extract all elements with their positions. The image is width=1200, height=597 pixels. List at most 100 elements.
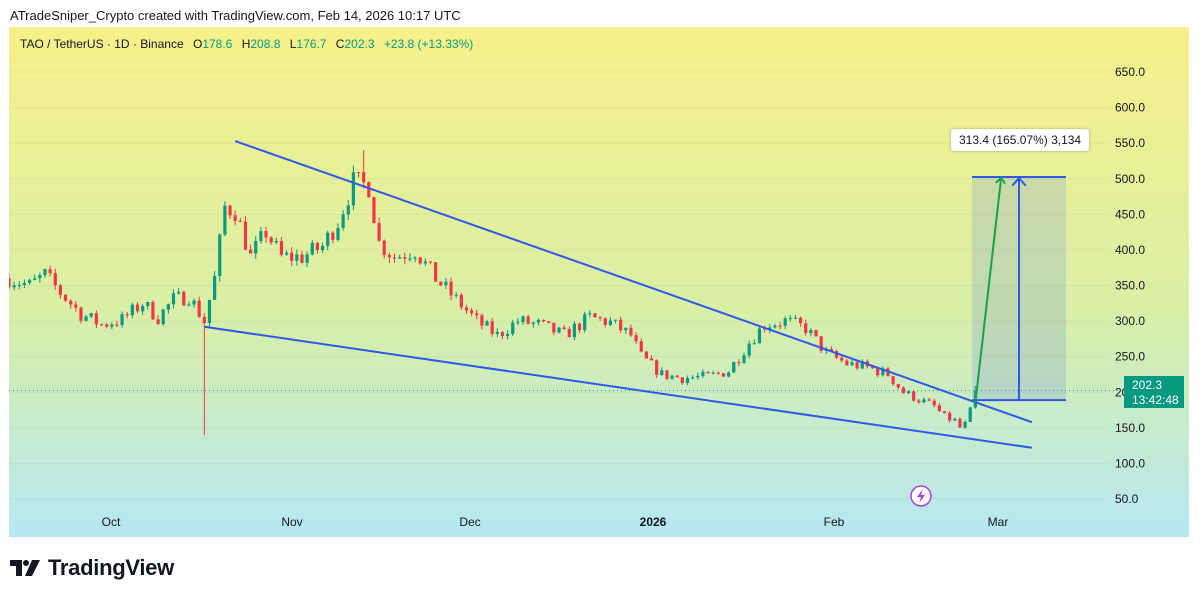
y-tick-label: 650.0 [1115, 65, 1145, 79]
candle-body [953, 418, 957, 421]
candle-body [248, 249, 253, 254]
candle-body [295, 254, 299, 261]
candle-body [639, 341, 643, 352]
candle-body [480, 315, 484, 326]
y-tick-label: 600.0 [1115, 101, 1145, 115]
y-tick-label: 400.0 [1115, 243, 1145, 257]
candle-body [315, 242, 320, 251]
candle-body [459, 294, 463, 308]
candle-body [732, 362, 736, 373]
candle-body [696, 375, 700, 378]
candle-body [948, 413, 952, 421]
candle-body [182, 291, 186, 306]
candle-body [413, 257, 417, 259]
candle-body [685, 378, 690, 384]
candle-body [516, 321, 520, 323]
candle-body [53, 273, 57, 286]
candle-body [834, 351, 839, 358]
trendline-upper [234, 140, 1033, 424]
candle-body [860, 361, 864, 369]
candle-body [254, 241, 258, 254]
candle-body [706, 371, 710, 374]
candle-body [228, 205, 232, 216]
candle-body [223, 205, 227, 235]
symbol-legend[interactable]: TAO / TetherUS · 1D · Binance O178.6 H20… [20, 37, 473, 51]
y-tick-label: 350.0 [1115, 279, 1145, 293]
candle-body [613, 319, 618, 321]
candle-body [331, 232, 335, 240]
candle-body [511, 322, 515, 334]
candle-body [896, 384, 900, 388]
drawings-layer [9, 140, 1119, 507]
candle-body [115, 324, 119, 326]
candle-body [788, 318, 792, 320]
x-tick-label: 2026 [640, 515, 667, 529]
candle-body [773, 325, 777, 328]
candle-body [752, 343, 756, 345]
candle-body [870, 366, 875, 369]
candle-body [624, 327, 628, 331]
candle-body [768, 327, 772, 330]
candle-body [197, 300, 201, 317]
chart-attribution: ATradeSniper_Crypto created with Trading… [10, 8, 461, 23]
candle-body [470, 310, 474, 314]
candle-body [891, 376, 895, 385]
axes-layer: 650.0 600.0 550.0 500.0 450.0 400.0 350.0 300.0… [102, 65, 1146, 529]
candle-body [958, 418, 962, 428]
candle-body [326, 232, 330, 246]
candle-body [804, 323, 808, 334]
candle-body [793, 317, 798, 319]
candle-body [290, 252, 294, 261]
symbol-name[interactable]: TAO / TetherUS · 1D · Binance [20, 37, 184, 51]
candle-body [588, 313, 592, 315]
candle-body [721, 373, 726, 377]
candle-body [526, 316, 530, 324]
candle-body [660, 370, 664, 375]
change-value: +23.8 (+13.33%) [383, 37, 474, 51]
close-value: 202.3 [344, 37, 375, 51]
candle-body [166, 304, 170, 310]
candle-body [608, 320, 612, 325]
candle-body [310, 242, 314, 255]
candle-body [567, 329, 571, 338]
candle-body [634, 335, 638, 342]
open-value: 178.6 [202, 37, 233, 51]
candle-body [213, 275, 217, 300]
candle-body [58, 285, 62, 295]
candle-body [177, 291, 181, 294]
candle-body [541, 319, 546, 322]
candle-body [423, 261, 427, 264]
candle-body [691, 377, 695, 379]
candle-body [845, 360, 849, 366]
candle-body [362, 172, 366, 183]
candle-body [161, 309, 165, 324]
candle-body [819, 336, 823, 351]
candle-body [434, 262, 438, 282]
candle-body [33, 278, 37, 280]
candle-body [716, 372, 720, 374]
chart-background [9, 27, 1189, 537]
price-chart[interactable]: 650.0 600.0 550.0 500.0 450.0 400.0 350.0 300.0… [9, 27, 1189, 537]
candle-body [300, 254, 304, 263]
candle-body [809, 329, 813, 334]
candle-body [27, 279, 32, 283]
candle-body [552, 322, 556, 333]
candle-body [22, 282, 27, 285]
candle-body [932, 400, 936, 406]
candle-body [192, 300, 196, 305]
candle-body [876, 368, 880, 376]
candle-body [798, 317, 803, 324]
candle-body [187, 304, 191, 306]
candle-body [814, 329, 818, 337]
candle-body [506, 333, 510, 336]
candle-body [547, 321, 551, 323]
candle-body [99, 324, 104, 326]
candle-body [428, 261, 433, 263]
candle-body [963, 421, 967, 428]
y-tick-label: 450.0 [1115, 207, 1145, 221]
candle-body [89, 313, 93, 317]
candle-body [901, 387, 905, 394]
candle-body [557, 327, 561, 333]
lightning-icon [917, 489, 925, 503]
chart-area[interactable]: 650.0 600.0 550.0 500.0 450.0 400.0 350.0 300.0… [9, 27, 1189, 537]
